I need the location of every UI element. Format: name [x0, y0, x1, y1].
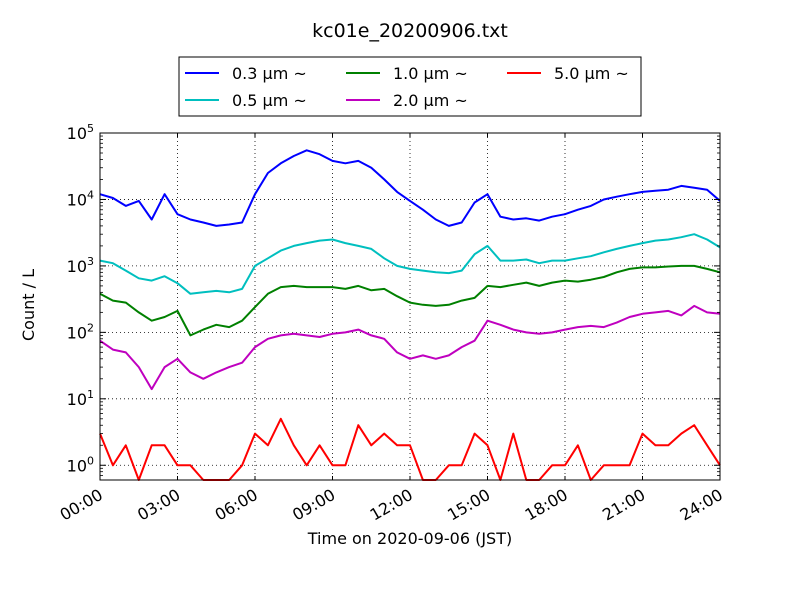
- series-line: [99, 264, 721, 337]
- y-tick-label: 105: [67, 122, 94, 143]
- legend-item: 5.0 μm ~: [507, 64, 629, 83]
- legend-item: 1.0 μm ~: [346, 64, 468, 83]
- y-tick-label: 100: [67, 454, 94, 475]
- y-axis-label: Count / L: [19, 269, 38, 341]
- legend-label: 5.0 μm ~: [554, 64, 629, 83]
- legend-label: 1.0 μm ~: [393, 64, 468, 83]
- x-tick-label: 00:00: [57, 485, 106, 525]
- legend-label: 0.5 μm ~: [232, 91, 307, 110]
- x-tick-label: 15:00: [444, 485, 493, 525]
- legend-item: 2.0 μm ~: [346, 91, 468, 110]
- x-tick-label: 12:00: [367, 485, 416, 525]
- legend-item: 0.3 μm ~: [185, 64, 307, 83]
- legend: 0.3 μm ~ 0.5 μm ~ 1.0 μm ~ 2.0 μm ~ 5.0 μm ~: [178, 56, 642, 117]
- chart-title: kc01e_20200906.txt: [312, 20, 508, 42]
- y-tick-label: 103: [67, 255, 94, 276]
- series-2: [99, 264, 721, 337]
- series-line: [99, 233, 721, 295]
- legend-frame: [178, 56, 642, 117]
- x-tick-label: 18:00: [522, 485, 571, 525]
- x-tick-label: 03:00: [134, 485, 183, 525]
- series-line: [99, 304, 721, 391]
- series-3: [99, 304, 721, 391]
- series-1: [99, 233, 721, 295]
- x-axis-label: Time on 2020-09-06 (JST): [307, 529, 512, 548]
- legend-label: 0.3 μm ~: [232, 64, 307, 83]
- x-tick-label: 06:00: [212, 485, 261, 525]
- y-tick-label: 102: [67, 321, 94, 342]
- legend-label: 2.0 μm ~: [393, 91, 468, 110]
- x-tick-label: 21:00: [599, 485, 648, 525]
- gridlines: [100, 133, 720, 480]
- x-tick-label: 09:00: [289, 485, 338, 525]
- x-tick-label: 24:00: [677, 485, 726, 525]
- y-tick-label: 104: [67, 188, 94, 209]
- y-tick-label: 101: [67, 388, 94, 409]
- ticks: 00:00 03:00 06:00 09:00 12:00 15:00 18:00 21:00…: [57, 122, 726, 525]
- legend-item: 0.5 μm ~: [185, 91, 307, 110]
